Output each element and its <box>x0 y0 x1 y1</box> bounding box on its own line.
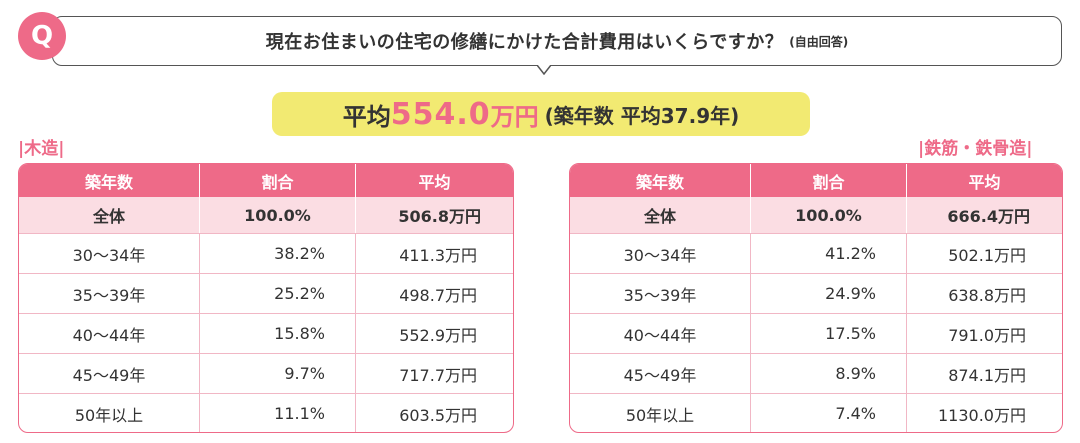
table-cell: 8.9% <box>750 354 906 393</box>
table-row: 45〜49年 9.7% 717.7万円 <box>19 353 513 393</box>
table-cell: 717.7万円 <box>355 354 513 393</box>
table-cell: 全体 <box>92 207 125 226</box>
table-cell: 603.5万円 <box>355 394 513 432</box>
table-cell: 874.1万円 <box>906 354 1062 393</box>
table-cell: 45〜49年 <box>623 365 697 385</box>
table-cell: 100.0% <box>199 197 355 233</box>
average-building-age: (築年数 平均37.9年) <box>544 103 740 128</box>
table-row: 40〜44年 15.8% 552.9万円 <box>19 313 513 353</box>
table-cell: 41.2% <box>750 234 906 273</box>
table-row: 30〜34年 38.2% 411.3万円 <box>19 233 513 273</box>
table-cell: 638.8万円 <box>906 274 1062 313</box>
table-row: 40〜44年 17.5% 791.0万円 <box>570 313 1062 353</box>
table-total-row: 全体 100.0% 666.4万円 <box>570 197 1062 233</box>
header-cell: 割合 <box>199 164 355 197</box>
table-header-row: 築年数 割合 平均 <box>570 164 1062 197</box>
table-cell: 24.9% <box>750 274 906 313</box>
overall-average: 平均 554.0 万円 (築年数 平均37.9年) <box>272 92 810 136</box>
table-row: 45〜49年 8.9% 874.1万円 <box>570 353 1062 393</box>
table-row: 50年以上 11.1% 603.5万円 <box>19 393 513 432</box>
table-cell: 全体 <box>643 207 676 226</box>
table-cell: 411.3万円 <box>355 234 513 273</box>
table-cell: 35〜39年 <box>623 285 697 305</box>
section-label-steel: |鉄筋・鉄骨造| <box>918 139 1033 159</box>
header-cell: 築年数 <box>84 172 133 192</box>
table-row: 35〜39年 24.9% 638.8万円 <box>570 273 1062 313</box>
table-cell: 25.2% <box>199 274 355 313</box>
section-label-wooden: |木造| <box>18 139 65 159</box>
table-cell: 552.9万円 <box>355 314 513 353</box>
average-label: 平均 <box>342 102 391 131</box>
header-cell: 平均 <box>355 164 513 197</box>
table-cell: 15.8% <box>199 314 355 353</box>
table-cell: 38.2% <box>199 234 355 273</box>
table-cell: 666.4万円 <box>906 197 1062 233</box>
table-cell: 791.0万円 <box>906 314 1062 353</box>
table-header-row: 築年数 割合 平均 <box>19 164 513 197</box>
average-unit: 万円 <box>490 102 539 131</box>
table-cell: 40〜44年 <box>72 325 146 345</box>
table-cell: 506.8万円 <box>355 197 513 233</box>
average-value: 554.0 <box>390 96 491 132</box>
question-text: 現在お住まいの住宅の修繕にかけた合計費用はいくらですか？ <box>265 32 784 53</box>
header-cell: 平均 <box>906 164 1062 197</box>
question-note: (自由回答) <box>789 34 849 49</box>
table-cell: 35〜39年 <box>72 285 146 305</box>
table-cell: 50年以上 <box>625 405 695 425</box>
table-cell: 30〜34年 <box>72 245 146 265</box>
table-cell: 45〜49年 <box>72 365 146 385</box>
question-bubble: 現在お住まいの住宅の修繕にかけた合計費用はいくらですか？ (自由回答) <box>52 16 1062 66</box>
table-cell: 30〜34年 <box>623 245 697 265</box>
table-cell: 100.0% <box>750 197 906 233</box>
table-wooden: 築年数 割合 平均 全体 100.0% 506.8万円 30〜34年 38.2%… <box>18 163 514 433</box>
table-steel: 築年数 割合 平均 全体 100.0% 666.4万円 30〜34年 41.2%… <box>569 163 1063 433</box>
table-cell: 498.7万円 <box>355 274 513 313</box>
table-total-row: 全体 100.0% 506.8万円 <box>19 197 513 233</box>
table-cell: 502.1万円 <box>906 234 1062 273</box>
table-cell: 50年以上 <box>74 405 144 425</box>
question-badge: Q <box>18 12 66 60</box>
table-row: 35〜39年 25.2% 498.7万円 <box>19 273 513 313</box>
table-cell: 9.7% <box>199 354 355 393</box>
table-row: 50年以上 7.4% 1130.0万円 <box>570 393 1062 432</box>
table-cell: 40〜44年 <box>623 325 697 345</box>
table-cell: 7.4% <box>750 394 906 432</box>
header-cell: 割合 <box>750 164 906 197</box>
table-cell: 11.1% <box>199 394 355 432</box>
question-header: Q 現在お住まいの住宅の修繕にかけた合計費用はいくらですか？ (自由回答) <box>18 12 1064 75</box>
table-row: 30〜34年 41.2% 502.1万円 <box>570 233 1062 273</box>
table-cell: 1130.0万円 <box>906 394 1062 432</box>
header-cell: 築年数 <box>635 172 684 192</box>
table-cell: 17.5% <box>750 314 906 353</box>
